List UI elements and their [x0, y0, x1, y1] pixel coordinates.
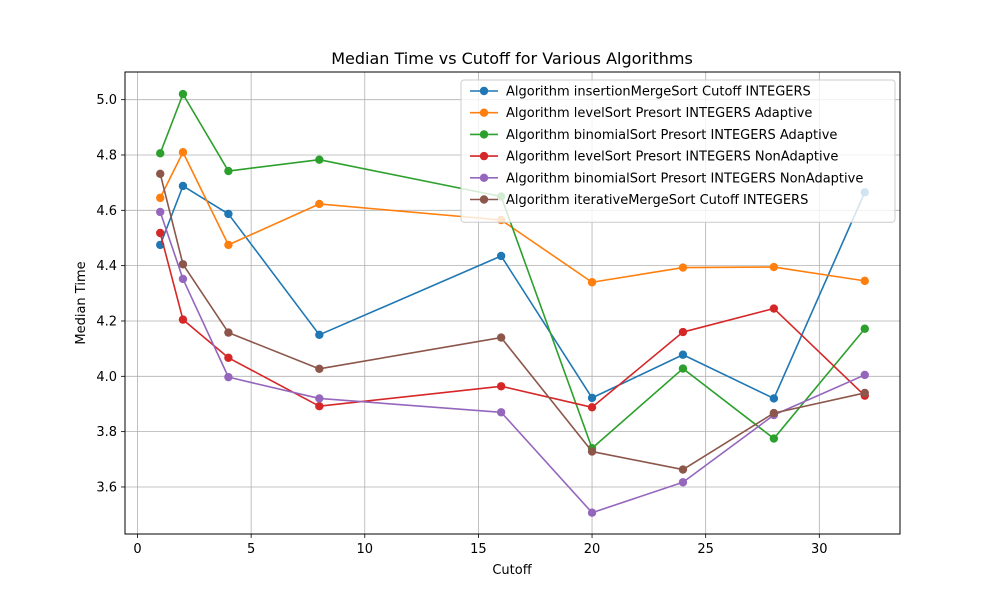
data-point	[178, 148, 188, 157]
data-point	[315, 155, 324, 164]
legend: Algorithm insertionMergeSort Cutoff INTE…	[460, 79, 896, 223]
data-point	[587, 393, 597, 403]
data-point	[156, 169, 165, 179]
data-point	[315, 394, 324, 403]
legend-marker-4	[479, 151, 489, 161]
chart-title: Median Time vs Cutoff for Various Algori…	[331, 49, 693, 68]
x-tick-label: 5	[247, 542, 255, 557]
x-tick-label: 30	[811, 542, 828, 557]
data-point	[315, 330, 324, 340]
data-point	[315, 401, 324, 411]
legend-label-6: Algorithm iterativeMergeSort Cutoff INTE…	[506, 193, 808, 208]
data-point	[587, 403, 597, 412]
data-point	[769, 434, 779, 443]
data-point	[678, 327, 688, 337]
data-point	[224, 166, 233, 176]
data-point	[587, 508, 597, 517]
data-point	[178, 315, 188, 324]
legend-label-5: Algorithm binomialSort Presort INTEGERS …	[506, 171, 863, 186]
data-point	[156, 193, 165, 203]
data-point	[496, 333, 506, 342]
data-point	[860, 324, 869, 333]
y-tick-label: 3.8	[96, 425, 117, 440]
legend-marker-6	[479, 195, 489, 204]
data-point	[156, 149, 165, 158]
legend-marker-2	[479, 108, 489, 117]
data-point	[156, 207, 165, 217]
legend-box	[460, 79, 896, 223]
data-point	[178, 260, 188, 269]
y-tick-label: 4.4	[96, 259, 117, 274]
data-point	[178, 274, 188, 284]
data-point	[860, 370, 869, 380]
data-point	[224, 209, 233, 219]
data-point	[224, 240, 233, 250]
x-tick-label: 25	[697, 542, 714, 557]
y-tick-label: 5.0	[96, 93, 117, 108]
series-line-5	[159, 211, 866, 514]
data-point	[496, 408, 506, 417]
y-axis-ticks: 3.6 3.8 4.0 4.2 4.4 4.6 4.8 5.0	[96, 93, 125, 495]
data-point	[224, 328, 233, 337]
series-line-4	[159, 232, 866, 409]
legend-marker-1	[479, 86, 489, 96]
data-point	[860, 276, 869, 286]
data-point	[769, 304, 779, 313]
plot-area-frame	[124, 71, 901, 535]
y-tick-label: 4.2	[96, 314, 117, 329]
y-tick-label: 3.6	[96, 480, 117, 495]
data-point	[496, 251, 506, 261]
x-tick-label: 20	[584, 542, 601, 557]
data-point	[178, 181, 188, 191]
data-point	[224, 353, 233, 362]
y-tick-label: 4.8	[96, 148, 117, 163]
data-point	[587, 447, 597, 456]
data-point	[678, 465, 688, 474]
data-point	[860, 388, 869, 398]
data-point	[769, 394, 779, 403]
data-point	[678, 263, 688, 272]
data-point	[587, 278, 597, 287]
data-point	[315, 199, 324, 209]
x-axis-ticks: 0 5 10 15 20 25 30	[133, 534, 828, 557]
data-point	[496, 382, 506, 391]
data-point	[156, 228, 165, 238]
y-tick-label: 4.6	[96, 204, 117, 219]
data-point	[178, 89, 188, 99]
x-tick-label: 15	[470, 542, 487, 557]
data-point	[678, 478, 688, 487]
data-point	[315, 364, 324, 374]
y-axis-label: Median Time	[74, 261, 89, 344]
legend-label-4: Algorithm levelSort Presort INTEGERS Non…	[506, 150, 838, 165]
data-point	[769, 408, 779, 418]
x-axis-label: Cutoff	[492, 563, 532, 578]
data-point	[678, 364, 688, 373]
x-tick-label: 10	[356, 542, 373, 557]
legend-label-2: Algorithm levelSort Presort INTEGERS Ada…	[506, 106, 812, 121]
legend-marker-3	[479, 130, 489, 139]
data-point	[769, 262, 779, 272]
y-tick-label: 4.0	[96, 370, 117, 385]
legend-label-1: Algorithm insertionMergeSort Cutoff INTE…	[506, 85, 811, 100]
x-tick-label: 0	[133, 542, 141, 557]
data-point	[678, 350, 688, 359]
data-point	[224, 372, 233, 382]
legend-label-3: Algorithm binomialSort Presort INTEGERS …	[506, 128, 837, 143]
legend-marker-5	[479, 173, 489, 182]
